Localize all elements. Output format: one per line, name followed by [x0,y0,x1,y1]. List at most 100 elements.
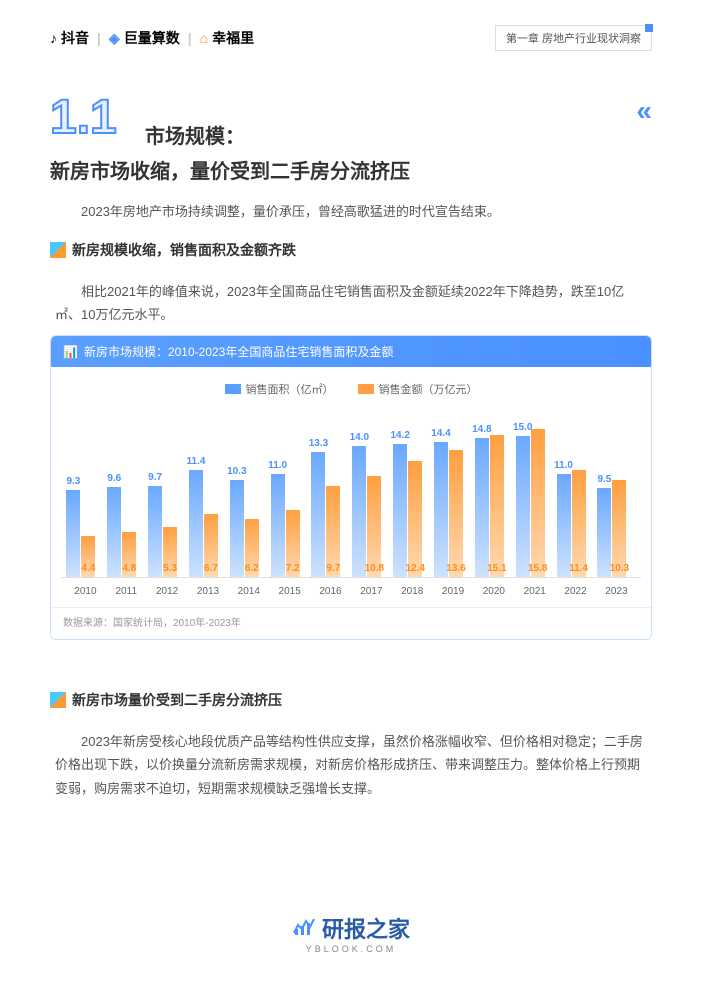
bars-row: 9.34.49.64.89.75.311.46.710.36.211.07.21… [61,407,641,577]
chevron-left-icon: « [636,95,652,127]
bar-value: 4.8 [122,532,136,577]
chart-area: 9.34.49.64.89.75.311.46.710.36.211.07.21… [51,407,651,607]
bar-label-value: 15.1 [487,563,506,574]
house-icon: ⌂ [200,30,208,46]
footer-main-text: 研报之家 [322,912,410,944]
chart-icon: 📊 [63,345,78,359]
legend-area-label: 销售面积（亿㎡） [246,381,334,397]
paragraph-1: 2023年房地产市场持续调整，量价承压，曾经高歌猛进的时代宣告结束。 [0,200,702,223]
bar-group: 9.34.4 [66,490,104,577]
bar-label-area: 10.3 [227,466,246,477]
legend-area: 销售面积（亿㎡） [225,381,334,397]
divider-icon: | [97,30,101,46]
music-note-icon: ♪ [50,30,57,46]
bar-value: 5.3 [163,527,177,577]
bar-group: 15.015.8 [516,429,554,577]
x-tick: 2022 [557,586,595,597]
section-title-sub: 新房市场收缩，量价受到二手房分流挤压 [50,155,410,184]
chapter-label: 第一章 房地产行业现状洞察 [495,25,652,51]
bar-label-value: 9.7 [327,563,341,574]
x-tick: 2018 [393,586,431,597]
bar-value: 13.6 [449,450,463,578]
bar-label-area: 9.3 [66,476,80,487]
logo-juliang-text: 巨量算数 [124,28,180,48]
bar-value: 6.7 [204,514,218,577]
subheader-2-text: 新房市场量价受到二手房分流挤压 [72,690,282,710]
x-tick: 2010 [66,586,104,597]
bar-label-area: 11.0 [554,460,573,471]
bar-area: 14.4 [434,442,448,577]
bar-group: 14.815.1 [475,435,513,577]
bar-area: 9.7 [148,486,162,577]
bar-label-value: 4.8 [122,563,136,574]
bar-area: 10.3 [230,480,244,577]
logo-douyin-text: 抖音 [61,28,89,48]
bar-label-area: 14.8 [472,424,491,435]
bar-area: 15.0 [516,436,530,577]
section-number: 1.1 [50,90,117,145]
paragraph-2: 相比2021年的峰值来说，2023年全国商品住宅销售面积及金额延续2022年下降… [0,280,702,327]
bar-area: 11.0 [557,474,571,577]
subheader-2: 新房市场量价受到二手房分流挤压 [0,690,282,710]
footer-logo: 研报之家 YBLOOK.COM [292,912,410,954]
x-tick: 2019 [434,586,472,597]
bar-area: 14.8 [475,438,489,577]
bar-label-value: 10.8 [365,563,384,574]
bar-value: 10.8 [367,476,381,577]
legend-value-label: 销售金额（万亿元） [379,381,478,397]
bar-group: 11.46.7 [189,470,227,577]
x-tick: 2015 [271,586,309,597]
bar-group: 11.011.4 [557,470,595,577]
bar-label-value: 5.3 [163,563,177,574]
x-tick: 2012 [148,586,186,597]
bar-area: 14.2 [393,444,407,577]
bar-label-value: 15.8 [528,563,547,574]
chart-title: 📊 新房市场规模：2010-2023年全国商品住宅销售面积及金额 [51,336,651,367]
bar-label-area: 14.4 [431,428,450,439]
bar-label-area: 9.5 [597,474,611,485]
bar-label-value: 4.4 [81,563,95,574]
header-logos: ♪ 抖音 | ◈ 巨量算数 | ⌂ 幸福里 [50,28,254,48]
x-tick: 2020 [475,586,513,597]
subheader-1: 新房规模收缩，销售面积及金额齐跌 [0,240,296,260]
bar-value: 11.4 [572,470,586,577]
bar-label-area: 14.0 [350,432,369,443]
bar-group: 9.510.3 [597,480,635,577]
logo-juliang: ◈ 巨量算数 [109,28,180,48]
bar-label-area: 9.6 [107,473,121,484]
bar-value: 12.4 [408,461,422,577]
bar-value: 4.4 [81,536,95,577]
bar-value: 6.2 [245,519,259,577]
bar-area: 14.0 [352,446,366,577]
x-axis: 2010201120122013201420152016201720182019… [61,577,641,601]
legend-swatch-value [358,384,374,394]
bar-group: 14.010.8 [352,446,390,577]
bar-label-area: 13.3 [309,438,328,449]
legend-value: 销售金额（万亿元） [358,381,478,397]
x-tick: 2021 [516,586,554,597]
paragraph-3: 2023年新房受核心地段优质产品等结构性供应支撑，虽然价格涨幅收窄、但价格相对稳… [0,730,702,800]
bar-group: 13.39.7 [311,452,349,577]
chart-legend: 销售面积（亿㎡） 销售金额（万亿元） [51,367,651,407]
x-tick: 2017 [352,586,390,597]
footer-sub-text: YBLOOK.COM [292,944,410,954]
marker-icon [50,692,66,708]
logo-xingfuli-text: 幸福里 [212,28,254,48]
divider-icon: | [188,30,192,46]
bar-label-value: 13.6 [446,563,465,574]
logo-douyin: ♪ 抖音 [50,28,89,48]
bar-label-value: 12.4 [405,563,424,574]
bar-label-area: 9.7 [148,472,162,483]
bar-value: 15.8 [531,429,545,577]
bar-area: 9.6 [107,487,121,577]
section-title-main: 市场规模： [145,120,245,149]
chart-title-text: 新房市场规模：2010-2023年全国商品住宅销售面积及金额 [84,343,393,360]
bar-value: 9.7 [326,486,340,577]
bar-value: 7.2 [286,510,300,578]
legend-swatch-area [225,384,241,394]
x-tick: 2016 [311,586,349,597]
bar-group: 9.64.8 [107,487,145,577]
bar-label-area: 15.0 [513,422,532,433]
bar-group: 10.36.2 [230,480,268,577]
bar-group: 14.413.6 [434,442,472,577]
